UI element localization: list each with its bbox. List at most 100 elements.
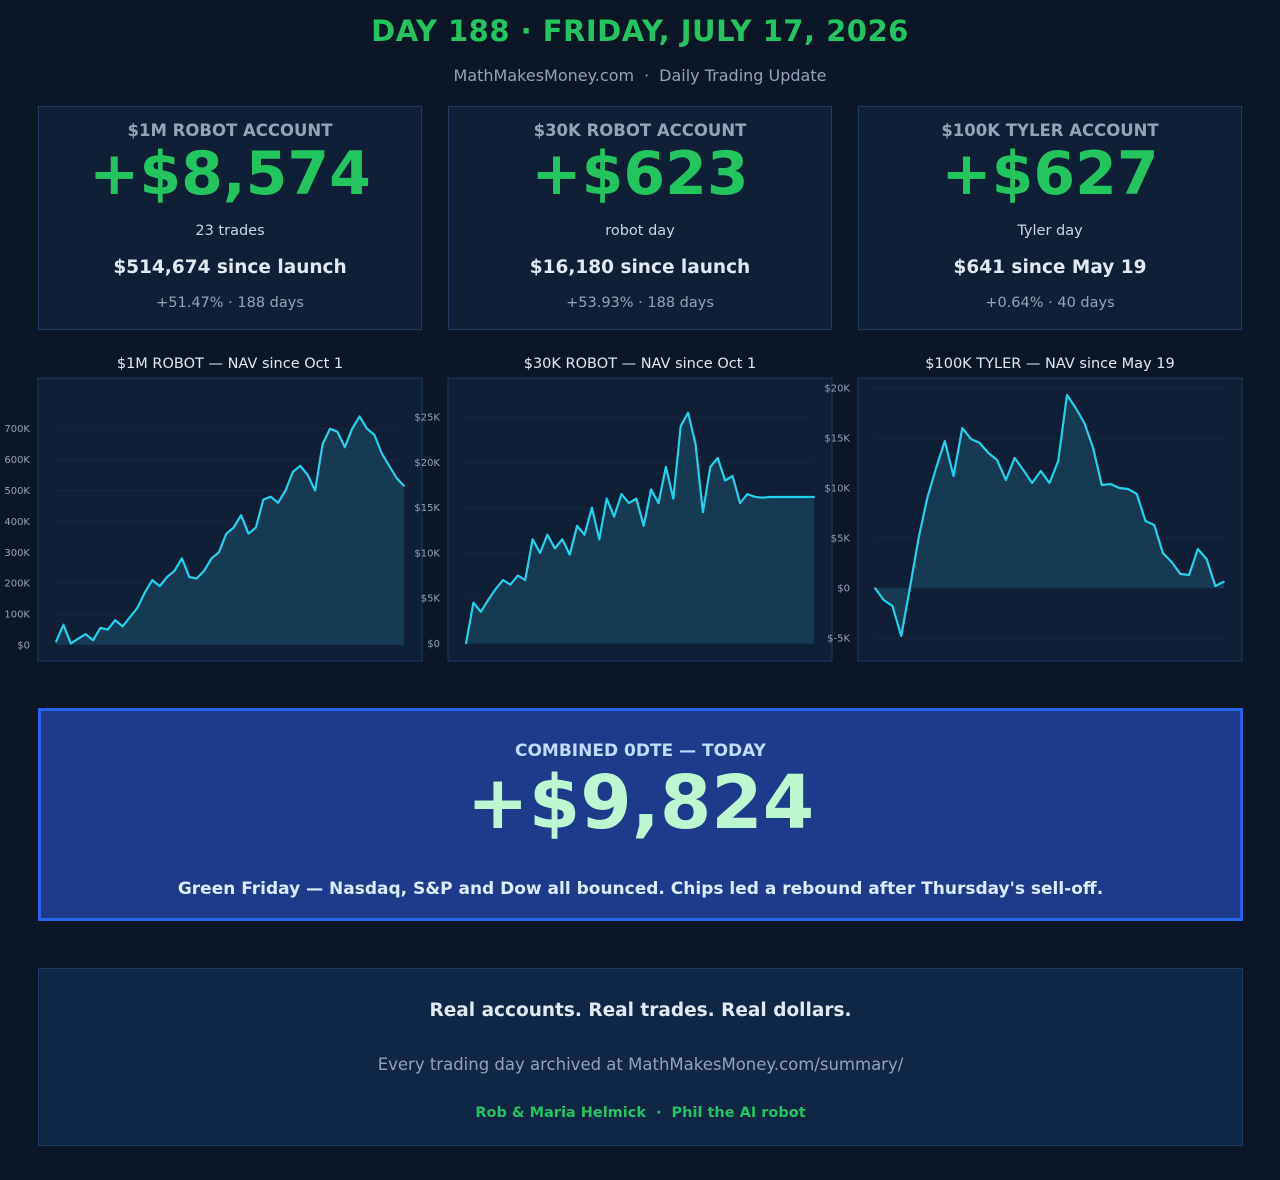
account-day-pnl: +$627: [941, 139, 1159, 209]
y-tick-label: $20K: [824, 384, 850, 395]
nav-point: [961, 427, 964, 429]
nav-point: [635, 497, 638, 500]
nav-point: [628, 502, 630, 504]
nav-point: [299, 464, 302, 467]
nav-point: [591, 506, 593, 509]
footer-archive: Every trading day archived at MathMakesM…: [377, 1055, 904, 1074]
nav-point: [702, 511, 704, 513]
footer-credits: Rob & Maria Helmick · Phil the AI robot: [39, 1105, 1242, 1121]
nav-point: [480, 610, 482, 613]
nav-point: [158, 585, 161, 588]
nav-point: [882, 599, 885, 601]
nav-point: [403, 485, 405, 487]
chart-group-30k-robot: $0 $5K $10K $15K $20K $25K: [414, 377, 833, 662]
nav-point: [277, 502, 279, 504]
nav-point: [1135, 493, 1138, 495]
page-title: DAY 188 · FRIDAY, JULY 17, 2026: [371, 14, 909, 48]
y-tick-label: 300K: [4, 548, 30, 559]
nav-point: [92, 639, 94, 642]
nav-point: [55, 641, 57, 643]
nav-point: [144, 591, 146, 594]
y-tick-label: $20K: [414, 458, 440, 469]
nav-point: [77, 637, 80, 640]
nav-point: [531, 538, 534, 541]
nav-point: [487, 599, 490, 601]
nav-point: [952, 475, 955, 477]
nav-point: [232, 526, 235, 529]
nav-point: [524, 579, 527, 581]
nav-point: [321, 443, 324, 445]
nav-point: [218, 551, 220, 554]
account-since: $641 since May 19: [953, 257, 1147, 278]
nav-point: [620, 493, 623, 495]
y-tick-label: $15K: [414, 503, 440, 514]
nav-point: [329, 427, 331, 430]
nav-point: [1013, 457, 1016, 459]
y-tick-label: $0: [427, 639, 440, 650]
nav-point: [694, 443, 697, 446]
account-card-1m-robot: $1M ROBOT ACCOUNT +$8,574 23 trades $514…: [38, 106, 422, 330]
subtitle-text: Daily Trading Update: [659, 66, 827, 85]
nav-point: [306, 474, 309, 476]
nav-point: [909, 587, 911, 589]
nav-point: [900, 635, 902, 637]
nav-point: [944, 440, 946, 442]
nav-point: [269, 495, 272, 498]
nav-point: [917, 537, 920, 539]
nav-point: [1101, 484, 1103, 486]
nav-point: [373, 434, 376, 436]
nav-point: [613, 515, 615, 518]
account-card-100k-tyler: $100K TYLER ACCOUNT +$627 Tyler day $641…: [858, 106, 1242, 330]
y-tick-label: $25K: [414, 413, 440, 424]
combined-label: COMBINED 0DTE — TODAY: [515, 741, 766, 761]
y-tick-label: 500K: [4, 486, 30, 497]
nav-point: [107, 628, 109, 631]
nav-point: [987, 452, 990, 454]
nav-point: [166, 576, 168, 578]
chart-frame: [447, 377, 833, 662]
account-since: $16,180 since launch: [529, 257, 751, 278]
nav-point: [1022, 469, 1025, 471]
nav-point: [709, 466, 712, 468]
chart-frame: [857, 377, 1243, 662]
nav-point: [1031, 482, 1033, 484]
nav-point: [874, 587, 876, 589]
nav-point: [746, 493, 749, 495]
nav-point: [240, 514, 242, 516]
nav-point: [1074, 407, 1077, 409]
nav-area: [56, 416, 404, 645]
nav-point: [605, 497, 608, 500]
account-label: $100K TYLER ACCOUNT: [941, 121, 1159, 140]
nav-point: [173, 569, 176, 572]
nav-point: [84, 633, 87, 635]
nav-point: [753, 495, 756, 498]
nav-point: [121, 625, 124, 628]
nav-point: [1153, 524, 1155, 526]
nav-point: [502, 579, 504, 581]
nav-point: [546, 534, 549, 536]
nav-point: [284, 489, 287, 492]
nav-point: [761, 496, 763, 499]
nav-point: [768, 496, 771, 498]
nav-point: [1092, 447, 1094, 449]
y-tick-label: $10K: [414, 548, 440, 559]
nav-point: [1179, 573, 1182, 575]
y-tick-label: $0: [17, 640, 30, 651]
account-label: $1M ROBOT ACCOUNT: [127, 121, 333, 140]
subtitle-separator: ·: [644, 66, 650, 85]
nav-point: [926, 497, 929, 499]
nav-point: [247, 532, 250, 535]
nav-chart-1m-robot: $0100K200K300K400K500K600K700K$0$5K$10K$…: [4, 377, 1243, 662]
nav-point: [687, 411, 689, 414]
nav-point: [583, 534, 586, 536]
nav-point: [1197, 548, 1199, 550]
footer-separator: ·: [656, 1105, 662, 1121]
nav-point: [129, 616, 131, 618]
combined-panel: COMBINED 0DTE — TODAY +$9,824 Green Frid…: [38, 708, 1243, 921]
nav-point: [114, 619, 117, 622]
nav-point: [716, 457, 719, 459]
nav-point: [517, 574, 519, 577]
chart-title-1m-robot: $1M ROBOT — NAV since Oct 1: [116, 356, 344, 372]
nav-area: [466, 412, 814, 644]
nav-point: [292, 471, 294, 473]
